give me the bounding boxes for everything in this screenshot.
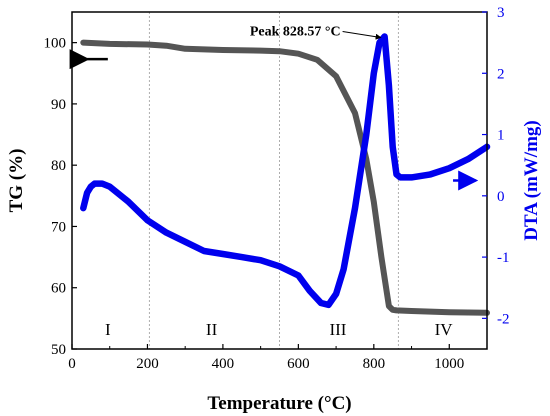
x-tick-label: 800	[363, 356, 386, 372]
peak-annotation-arrow	[342, 31, 382, 40]
y-left-tick-label: 90	[51, 97, 66, 113]
x-tick-label: 200	[136, 356, 159, 372]
axis-indicator-arrows	[69, 49, 479, 191]
x-axis-title: Temperature (°C)	[207, 393, 351, 414]
x-tick-label: 600	[287, 356, 310, 372]
y-left-tick-label: 70	[51, 219, 66, 235]
y-right-tick-label: 1	[497, 128, 505, 144]
x-tick-label: 1000	[434, 356, 464, 372]
y-axis-right-title: DTA (mW/mg)	[521, 120, 542, 241]
x-tick-label: 400	[212, 356, 235, 372]
y-left-tick-label: 100	[44, 36, 67, 52]
y-right-tick-label: -2	[497, 311, 510, 327]
plot-frame	[71, 11, 488, 350]
region-layer: I II III IV	[105, 12, 453, 349]
tick-layer: 0 200 400 600 800 1000 50 60 70 80 90 100 -2 -1 0 1 2 3	[44, 5, 510, 372]
peak-annotation-text: Peak 828.57 °C	[250, 25, 341, 40]
y-left-tick-label: 60	[51, 281, 66, 297]
peak-annotation: Peak 828.57 °C	[250, 25, 382, 40]
dta-curve	[80, 33, 491, 309]
region-label: II	[206, 320, 218, 339]
y-left-tick-label: 50	[51, 342, 66, 358]
x-tick-label: 0	[68, 356, 76, 372]
y-right-tick-label: -1	[497, 250, 510, 266]
y-right-tick-label: 3	[497, 5, 505, 21]
y-left-tick-label: 80	[51, 158, 66, 174]
region-label: III	[329, 320, 346, 339]
tg-curve	[80, 39, 490, 316]
series-layer	[80, 33, 491, 316]
region-label: IV	[435, 320, 454, 339]
y-right-tick-label: 0	[497, 189, 505, 205]
y-right-tick-label: 2	[497, 66, 505, 82]
y-axis-left-title: TG (%)	[6, 149, 27, 213]
region-label: I	[105, 320, 111, 339]
